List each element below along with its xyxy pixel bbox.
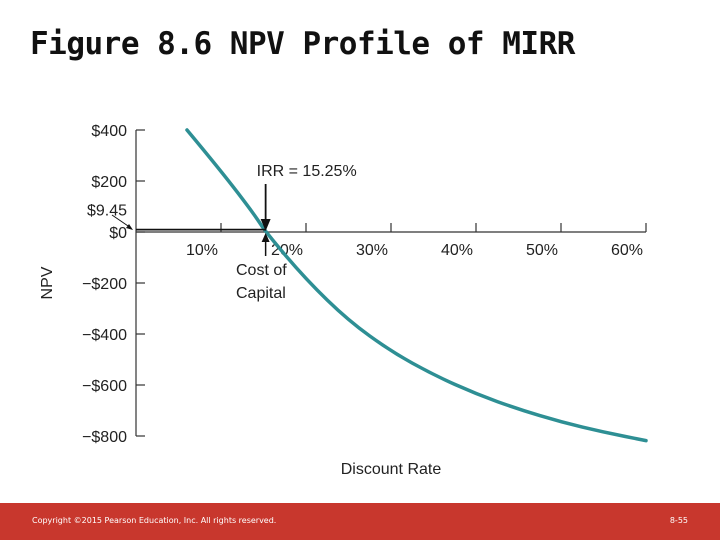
x-tick-label: 60% — [611, 242, 643, 259]
y-tick-label: −$400 — [82, 327, 127, 344]
x-tick-label: 40% — [441, 242, 473, 259]
y-tick-label: $9.45 — [87, 203, 127, 220]
reference-pointer-head — [126, 224, 133, 230]
y-tick-label: −$600 — [82, 378, 127, 395]
x-axis-label: Discount Rate — [341, 461, 442, 478]
slide-title: Figure 8.6 NPV Profile of MIRR — [30, 26, 575, 62]
irr-annotation: IRR = 15.25% — [257, 163, 357, 180]
chart-annotations: IRR = 15.25% Cost of Capital — [111, 163, 357, 302]
y-tick-label: $400 — [91, 123, 127, 140]
cost-of-capital-label: Capital — [236, 285, 286, 302]
chart-axes — [135, 130, 646, 436]
cost-capital-arrow-head — [261, 233, 270, 242]
y-axis-label: NPV — [39, 266, 56, 299]
x-tick-label: 50% — [526, 242, 558, 259]
y-tick-label: −$200 — [82, 276, 127, 293]
x-tick-label: 10% — [186, 242, 218, 259]
irr-arrow-head — [260, 219, 271, 231]
footer-bar: Copyright ©2015 Pearson Education, Inc. … — [0, 503, 720, 540]
x-tick-label: 30% — [356, 242, 388, 259]
y-tick-label: $0 — [109, 225, 127, 242]
npv-curve-line — [185, 128, 648, 443]
chart-series — [185, 128, 648, 443]
cost-of-capital-label: Cost of — [236, 262, 287, 279]
y-tick-label: $200 — [91, 174, 127, 191]
footer-copyright: Copyright ©2015 Pearson Education, Inc. … — [32, 516, 277, 525]
footer-page-number: 8-55 — [669, 516, 688, 525]
y-tick-label: −$800 — [82, 429, 127, 446]
